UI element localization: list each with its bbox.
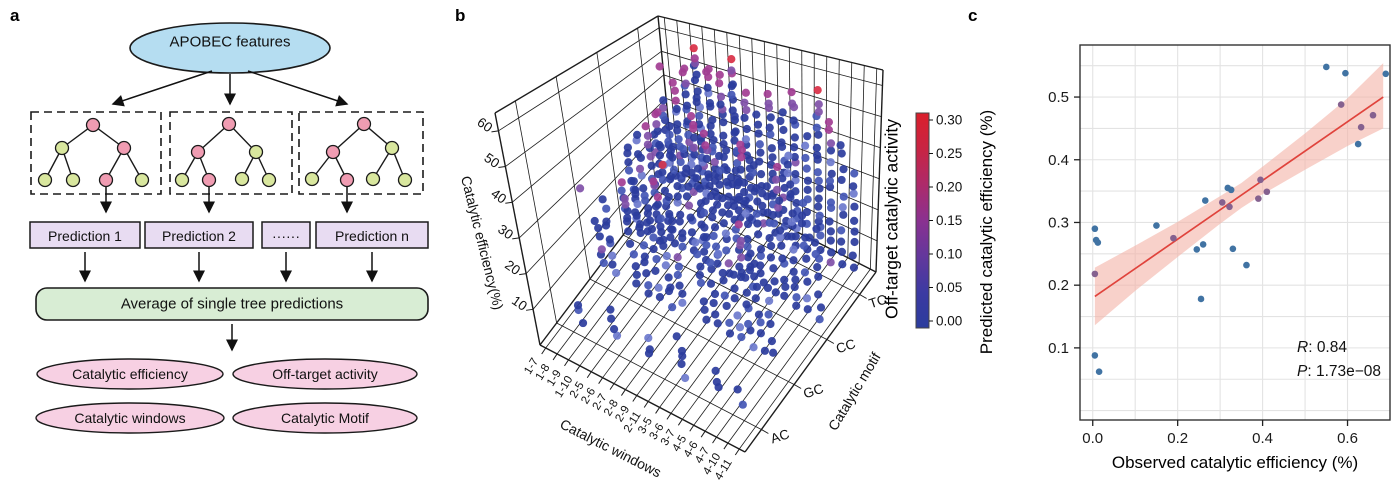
panel-a-forest-diagram: a xyxy=(0,0,440,500)
x-tick-label: 0.0 xyxy=(1082,430,1103,447)
catalytic-motif-label: Catalytic Motif xyxy=(281,410,369,426)
apobec-features-node xyxy=(129,22,331,74)
colorbar-tick: 0.05 xyxy=(936,280,962,295)
colorbar-tick: 0.30 xyxy=(936,113,962,128)
prediction-2-box xyxy=(144,221,254,249)
tick-label: 10 xyxy=(509,293,530,314)
tick-label: AC xyxy=(769,426,792,446)
prediction-n-label: Prediction n xyxy=(335,228,409,244)
x-axis-label: Observed catalytic efficiency (%) xyxy=(1111,453,1359,472)
output-catalytic-motif xyxy=(232,402,418,434)
tick-label: 40 xyxy=(488,186,509,207)
axis-tick-labels: 0.0 0.2 0.4 0.6 0.1 0.2 0.3 0.4 0.5 xyxy=(1048,89,1358,447)
colorbar-tick: 0.20 xyxy=(936,180,962,195)
y-tick-label: 0.5 xyxy=(1048,89,1069,106)
panel-label-c: c xyxy=(968,6,978,25)
forest-diagram-graphics xyxy=(29,22,429,434)
x-tick-label: 0.4 xyxy=(1252,430,1273,447)
regression-scatter-plot: 0.0 0.2 0.4 0.6 0.1 0.2 0.3 0.4 0.5 xyxy=(1048,44,1391,447)
plot-border xyxy=(1079,44,1391,421)
arrow-to-tree-1 xyxy=(111,70,213,107)
3d-data-points xyxy=(573,44,859,409)
tree-box-3 xyxy=(298,111,424,195)
decision-tree-3 xyxy=(304,116,413,214)
apobec-features-label: APOBEC features xyxy=(169,33,291,51)
decision-tree-1 xyxy=(37,117,150,214)
p-value: P: 1.73e−08 xyxy=(1297,363,1382,381)
average-box xyxy=(35,287,429,321)
y-tick-label: 0.2 xyxy=(1048,277,1069,294)
regression-line xyxy=(1094,96,1384,298)
catalytic-windows-label: Catalytic windows xyxy=(74,410,186,426)
prediction-1-box xyxy=(29,221,141,249)
off-target-activity-label: Off-target activity xyxy=(272,366,378,382)
prediction-2-label: Prediction 2 xyxy=(162,228,236,244)
tick-label: 50 xyxy=(481,150,502,171)
catalytic-efficiency-label: Catalytic efficiency xyxy=(72,366,188,382)
panel-label-b: b xyxy=(455,6,466,25)
y-tick-label: 0.1 xyxy=(1048,340,1069,357)
3d-scatter-plot: 1-71-81-91-102-52-62-72-82-92-113-53-63-… xyxy=(458,15,962,482)
tick-label: 60 xyxy=(474,114,495,135)
tick-label: 30 xyxy=(495,221,516,242)
x-tick-label: 0.6 xyxy=(1337,430,1358,447)
tick-label: GC xyxy=(801,381,825,402)
tick-label: 20 xyxy=(502,257,523,278)
colorbar-tick: 0.10 xyxy=(936,247,962,262)
y-tick-label: 0.4 xyxy=(1048,152,1069,169)
average-label: Average of single tree predictions xyxy=(120,295,344,313)
x-tick-label: 0.2 xyxy=(1167,430,1188,447)
tree-box-2 xyxy=(169,111,293,195)
output-off-target-activity xyxy=(232,358,418,390)
colorbar: 0.00 0.05 0.10 0.15 0.20 0.25 0.30 xyxy=(915,112,962,329)
tick-label: CC xyxy=(834,336,857,356)
panel-c-regression-scatter: c 0.0 0.2 0.4 0.6 0.1 0.2 0.3 0.4 0.5 Predicted … xyxy=(965,0,1400,500)
tree-box-1 xyxy=(30,111,162,195)
panel-b-3d-scatter: b 1-7 1-8 1-9 1-10 2-5 2-6 2-7 2-8 2-9 2-11 3-5 3-6… xyxy=(440,0,965,500)
r-value: R: 0.84 xyxy=(1297,339,1347,356)
colorbar-tick: 0.00 xyxy=(936,314,962,329)
panel-label-a: a xyxy=(10,6,20,25)
plot-gridlines xyxy=(1080,45,1390,420)
colorbar-tick: 0.15 xyxy=(936,213,962,228)
scatter-points xyxy=(1091,63,1390,376)
decision-tree-2 xyxy=(174,116,277,214)
arrow-to-tree-3 xyxy=(247,70,349,107)
output-catalytic-windows xyxy=(35,402,225,434)
y-tick-label: 0.3 xyxy=(1048,214,1069,231)
prediction-1-label: Prediction 1 xyxy=(48,228,122,244)
prediction-dots-box xyxy=(261,221,311,249)
confidence-band xyxy=(1094,63,1384,326)
tick-label: TC xyxy=(867,291,889,311)
output-catalytic-efficiency xyxy=(36,358,224,390)
correlation-annotation: R: 0.84 P: 1.73e−08 xyxy=(1297,336,1381,384)
y-axis-title-3d: Catalytic motif xyxy=(825,350,884,434)
y-axis-label: Predicted catalytic efficiency (%) xyxy=(977,109,996,355)
colorbar-tick: 0.25 xyxy=(936,146,962,161)
prediction-dots-label: ······ xyxy=(272,228,300,244)
colorbar-label: Off-target catalytic activity xyxy=(881,118,902,320)
prediction-n-box xyxy=(315,221,429,249)
